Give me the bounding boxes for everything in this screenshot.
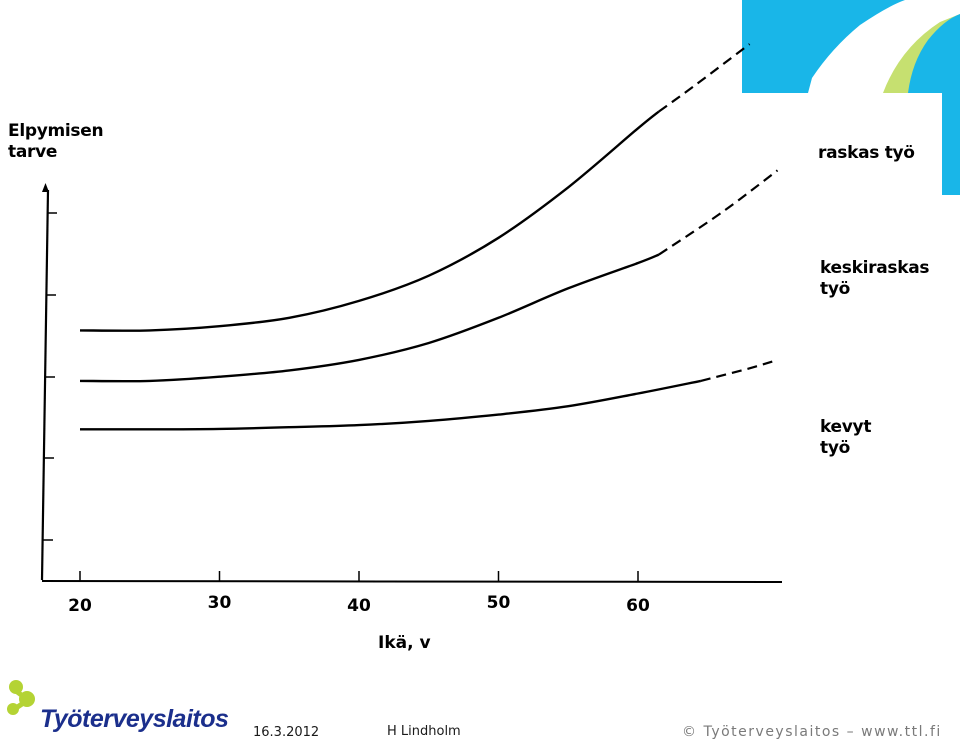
label-kevyt-tyo: kevyt työ	[820, 417, 871, 459]
label-line: työ	[820, 438, 850, 458]
ttl-logo-icon	[7, 680, 35, 715]
label-line: keskiraskas	[820, 258, 930, 278]
footer-author: H Lindholm	[387, 724, 461, 739]
label-raskas-tyo: raskas työ	[818, 143, 915, 163]
x-axis-line	[41, 580, 783, 583]
y-axis-ticks	[43, 212, 57, 541]
y-axis-label-line: Elpymisen	[8, 121, 104, 141]
x-axis-ticks: 20 30 40 50 60	[68, 571, 650, 616]
footer-date: 16.3.2012	[253, 725, 320, 740]
footer-copyright: © Työterveyslaitos – www.ttl.fi	[682, 724, 942, 740]
footer-org-name: Työterveyslaitos	[40, 705, 229, 733]
x-tick-label: 20	[68, 596, 92, 616]
y-axis-label: Elpymisen tarve	[8, 121, 104, 163]
label-keskiraskas-tyo: keskiraskas työ	[820, 258, 930, 300]
series-line-raskas-tyo	[79, 110, 660, 332]
x-tick-label: 40	[347, 596, 371, 616]
label-line: kevyt	[820, 417, 872, 437]
series-dashed-kevyt-tyo	[700, 358, 778, 382]
x-tick-label: 50	[487, 593, 511, 613]
label-line: työ	[820, 279, 850, 299]
series-line-kevyt-tyo	[79, 379, 702, 431]
x-tick-label: 30	[208, 593, 232, 613]
series-layer	[79, 43, 779, 431]
cyan-arc-shape	[742, 0, 905, 93]
series-line-keskiraskas-tyo	[79, 253, 660, 383]
x-axis-label: Ikä, v	[378, 633, 431, 653]
y-axis-label-line: tarve	[8, 142, 58, 162]
series-dashed-raskas-tyo	[658, 43, 751, 113]
y-axis-arrow	[42, 183, 49, 192]
x-tick-label: 60	[626, 596, 650, 616]
cyan-right-edge	[942, 93, 960, 195]
axes: 20 30 40 50 60	[40, 183, 783, 616]
series-dashed-keskiraskas-tyo	[658, 169, 779, 256]
y-axis-line	[40, 189, 50, 581]
